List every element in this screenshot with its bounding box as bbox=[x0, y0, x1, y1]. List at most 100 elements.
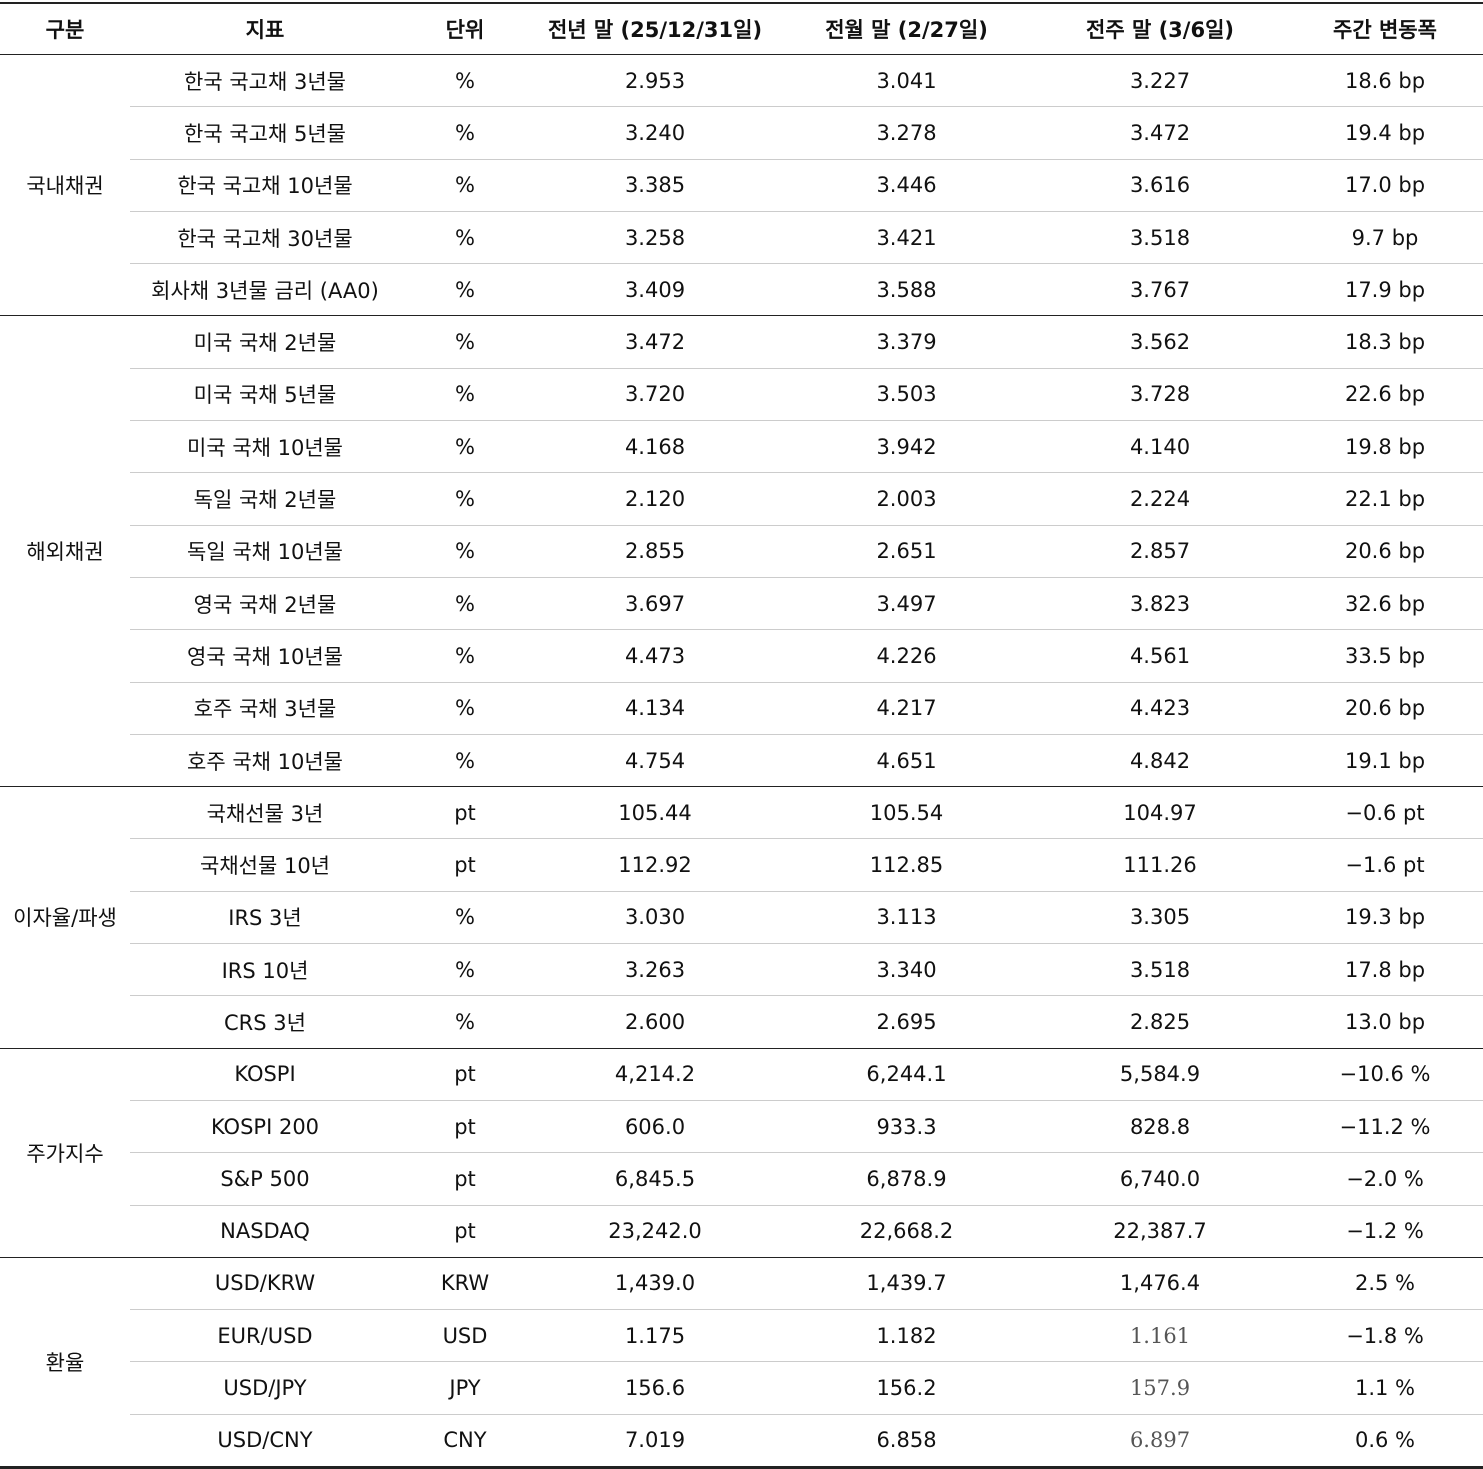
value-cell: 17.0 bp bbox=[1287, 158, 1483, 212]
indicator: 미국 국채 5년물 bbox=[130, 367, 400, 421]
value-cell: 6,845.5 bbox=[530, 1152, 780, 1206]
unit: % bbox=[400, 210, 530, 264]
indicator: 호주 국채 3년물 bbox=[130, 681, 400, 735]
value-cell: 1.175 bbox=[530, 1309, 780, 1362]
value-cell: 3.616 bbox=[1033, 158, 1287, 212]
value-cell: 2.120 bbox=[530, 472, 780, 526]
value-cell: 4.651 bbox=[780, 733, 1033, 787]
value-cell: 20.6 bp bbox=[1287, 524, 1483, 578]
unit: % bbox=[400, 420, 530, 473]
value-cell: 105.44 bbox=[530, 786, 780, 839]
indicator: 영국 국채 2년물 bbox=[130, 576, 400, 630]
value-cell: 4.473 bbox=[530, 629, 780, 683]
value-cell: 3.041 bbox=[780, 53, 1033, 107]
group-label: 국내채권 bbox=[0, 53, 130, 316]
indicator: 한국 국고채 5년물 bbox=[130, 106, 400, 160]
header-row: 구분 지표 단위 전년 말 (25/12/31일) 전월 말 (2/27일) 전주 말 (… bbox=[0, 3, 1483, 55]
value-cell: 3.503 bbox=[780, 367, 1033, 421]
value-cell: 4.168 bbox=[530, 420, 780, 473]
value-cell: 3.472 bbox=[1033, 106, 1287, 160]
indicator: IRS 10년 bbox=[130, 943, 400, 996]
value-cell: 1.161 bbox=[1033, 1309, 1287, 1362]
value-cell: 3.942 bbox=[780, 420, 1033, 473]
value-cell: 157.9 bbox=[1033, 1361, 1287, 1415]
unit: % bbox=[400, 524, 530, 578]
value-cell: 933.3 bbox=[780, 1099, 1033, 1153]
value-cell: 33.5 bp bbox=[1287, 629, 1483, 683]
unit: KRW bbox=[400, 1256, 530, 1310]
indicator: 영국 국채 10년물 bbox=[130, 629, 400, 683]
unit: % bbox=[400, 315, 530, 369]
indicator: S&P 500 bbox=[130, 1152, 400, 1206]
indicator: 한국 국고채 3년물 bbox=[130, 53, 400, 107]
value-cell: 105.54 bbox=[780, 786, 1033, 839]
table-row: 주가지수 KOSPI pt 4,214.2 6,244.1 5,584.9 −10.6 % bbox=[0, 1047, 1483, 1258]
value-cell: 112.92 bbox=[530, 838, 780, 892]
indicator: 국채선물 10년 bbox=[130, 838, 400, 892]
indicator: CRS 3년 bbox=[130, 995, 400, 1049]
value-cell: 1,439.0 bbox=[530, 1256, 780, 1310]
value-cell: 6,878.9 bbox=[780, 1152, 1033, 1206]
indicator: 독일 국채 10년물 bbox=[130, 524, 400, 578]
header-cell: 주간 변동폭 bbox=[1287, 3, 1483, 55]
value-cell: 3.409 bbox=[530, 263, 780, 316]
value-cell: 1,476.4 bbox=[1033, 1256, 1287, 1310]
value-cell: 3.263 bbox=[530, 943, 780, 996]
value-cell: 156.2 bbox=[780, 1361, 1033, 1415]
value-cell: 2.224 bbox=[1033, 472, 1287, 526]
indicator: KOSPI bbox=[130, 1047, 400, 1101]
value-cell: −10.6 % bbox=[1287, 1047, 1483, 1101]
value-cell: 3.446 bbox=[780, 158, 1033, 212]
value-cell: 4.226 bbox=[780, 629, 1033, 683]
value-cell: 2.695 bbox=[780, 995, 1033, 1049]
value-cell: 3.472 bbox=[530, 315, 780, 369]
indicator: 미국 국채 2년물 bbox=[130, 315, 400, 369]
unit: % bbox=[400, 263, 530, 316]
unit: USD bbox=[400, 1309, 530, 1362]
value-cell: 13.0 bp bbox=[1287, 995, 1483, 1049]
value-cell: 3.518 bbox=[1033, 943, 1287, 996]
unit: pt bbox=[400, 1047, 530, 1101]
value-cell: 22,668.2 bbox=[780, 1204, 1033, 1258]
value-cell: 104.97 bbox=[1033, 786, 1287, 839]
unit: pt bbox=[400, 786, 530, 839]
value-cell: 3.340 bbox=[780, 943, 1033, 996]
indicator: USD/KRW bbox=[130, 1256, 400, 1310]
value-cell: 22.6 bp bbox=[1287, 367, 1483, 421]
unit: pt bbox=[400, 1204, 530, 1258]
indicator: USD/JPY bbox=[130, 1361, 400, 1415]
value-cell: 19.3 bp bbox=[1287, 890, 1483, 944]
value-cell: 1,439.7 bbox=[780, 1256, 1033, 1310]
unit: % bbox=[400, 158, 530, 212]
value-cell: 1.182 bbox=[780, 1309, 1033, 1362]
unit: pt bbox=[400, 838, 530, 892]
header-cell: 구분 bbox=[0, 3, 130, 55]
value-cell: 3.421 bbox=[780, 210, 1033, 264]
indicator: 한국 국고채 10년물 bbox=[130, 158, 400, 212]
table-row: 한국 국고채 5년물% 3.240 3.278 3.472 19.4 bp bbox=[0, 106, 1483, 160]
value-cell: 17.8 bp bbox=[1287, 943, 1483, 996]
value-cell: 3.030 bbox=[530, 890, 780, 944]
value-cell: 4.217 bbox=[780, 681, 1033, 735]
group-label: 이자율/파생 bbox=[0, 786, 130, 1049]
value-cell: 4.134 bbox=[530, 681, 780, 735]
unit: % bbox=[400, 367, 530, 421]
table-row: 영국 국채 10년물% 4.473 4.226 4.561 33.5 bp bbox=[0, 629, 1483, 683]
value-cell: 19.1 bp bbox=[1287, 733, 1483, 787]
unit: pt bbox=[400, 1152, 530, 1206]
value-cell: 2.953 bbox=[530, 53, 780, 107]
value-cell: 4.754 bbox=[530, 733, 780, 787]
indicator: 호주 국채 10년물 bbox=[130, 733, 400, 787]
value-cell: 23,242.0 bbox=[530, 1204, 780, 1258]
value-cell: 6,244.1 bbox=[780, 1047, 1033, 1101]
unit: % bbox=[400, 472, 530, 526]
unit: % bbox=[400, 53, 530, 107]
value-cell: 2.003 bbox=[780, 472, 1033, 526]
value-cell: 3.379 bbox=[780, 315, 1033, 369]
value-cell: 4,214.2 bbox=[530, 1047, 780, 1101]
table-row: 국내채권 한국 국고채 3년물% 2.953 3.041 3.227 18.6 bp bbox=[0, 53, 1483, 316]
value-cell: 3.767 bbox=[1033, 263, 1287, 316]
table-row: 영국 국채 2년물% 3.697 3.497 3.823 32.6 bp bbox=[0, 576, 1483, 630]
value-cell: 4.561 bbox=[1033, 629, 1287, 683]
